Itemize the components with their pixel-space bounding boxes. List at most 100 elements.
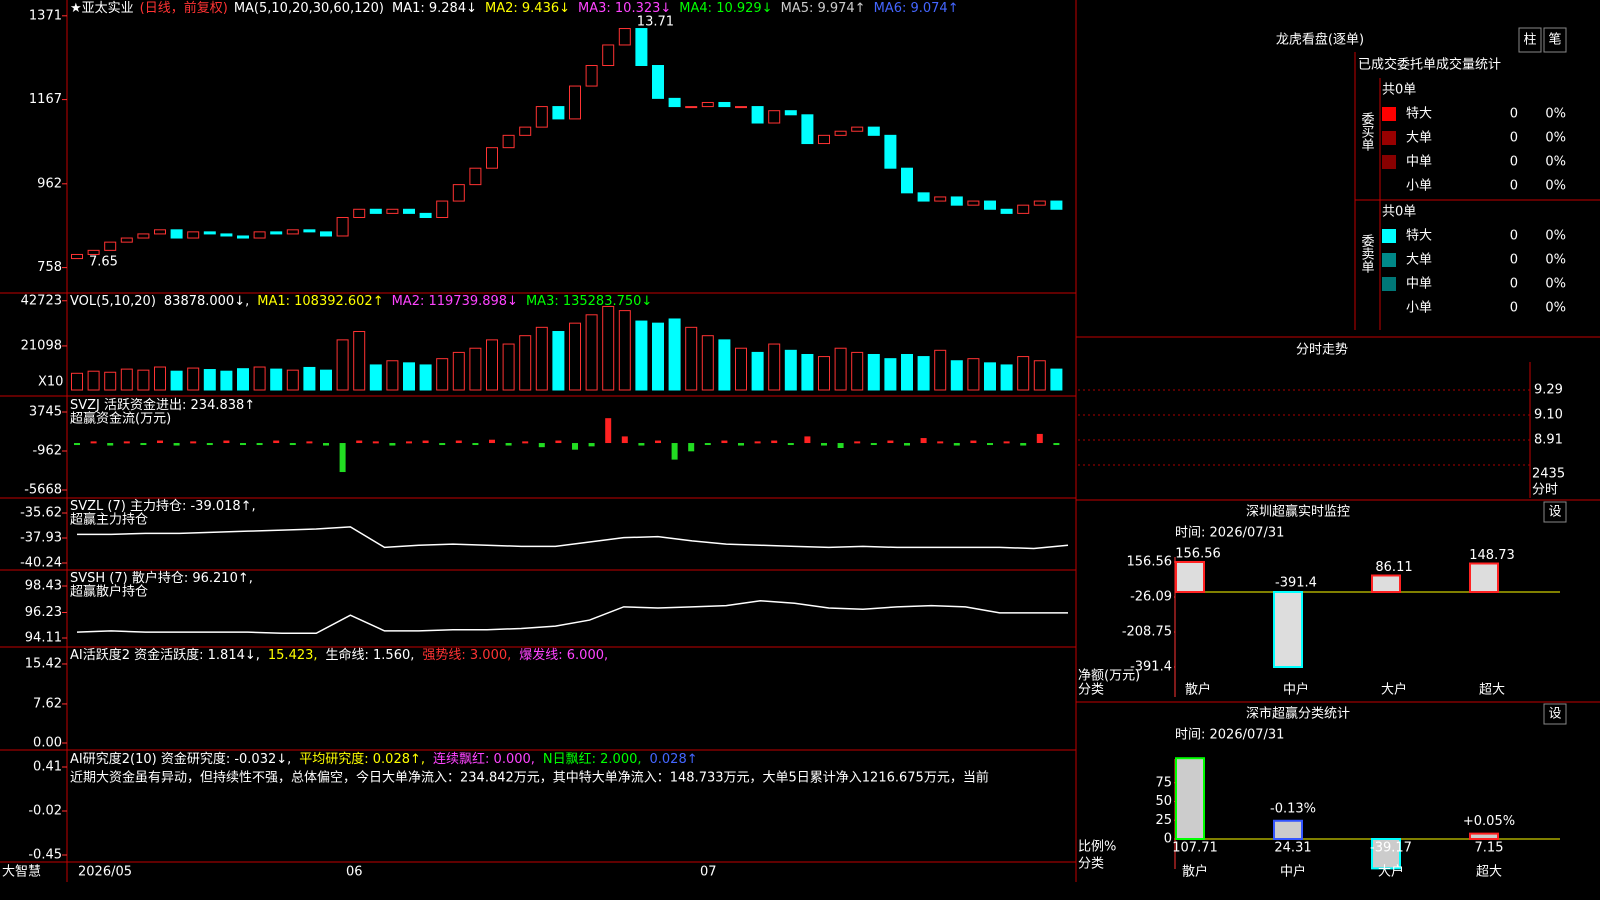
y-tick-label: 25 bbox=[1155, 813, 1172, 828]
value-label: 107.71 bbox=[1172, 841, 1218, 856]
flow-bar bbox=[1053, 443, 1060, 446]
y-tick-label: -37.93 bbox=[20, 531, 62, 546]
candle bbox=[452, 184, 465, 202]
y-tick-label: -5668 bbox=[24, 483, 62, 498]
flow-bar bbox=[920, 438, 927, 444]
candle bbox=[469, 167, 482, 186]
flow-bar bbox=[804, 436, 811, 444]
volume-bar bbox=[801, 353, 814, 391]
y-tick-label: 962 bbox=[37, 176, 62, 191]
flow-bar bbox=[738, 443, 744, 446]
flow-bar bbox=[655, 440, 661, 444]
volume-bar bbox=[386, 360, 399, 391]
volume-bar bbox=[668, 318, 681, 391]
indicator-header: VOL(5,10,20) 83878.000↓, MA1: 108392.602↑ M… bbox=[70, 294, 652, 309]
volume-bar bbox=[901, 353, 913, 391]
y-tick-label: -35.62 bbox=[20, 506, 62, 521]
time-label: 时间: 2026/07/31 bbox=[1175, 526, 1284, 541]
flow-bar bbox=[704, 443, 711, 446]
volume-bar bbox=[652, 322, 664, 391]
volume-bar bbox=[170, 370, 183, 391]
row-name: 中单 bbox=[1406, 277, 1432, 292]
candle bbox=[602, 44, 615, 67]
date-label: 2026/05 bbox=[78, 865, 132, 880]
flow-bar bbox=[107, 443, 114, 446]
button[interactable] bbox=[1543, 703, 1567, 725]
volume-bar bbox=[436, 358, 449, 391]
candle bbox=[154, 229, 166, 235]
button[interactable] bbox=[1518, 27, 1542, 53]
mode-label: 分时 bbox=[1532, 483, 1558, 498]
candle bbox=[635, 28, 648, 67]
flow-bar bbox=[406, 441, 412, 444]
indicator-item: 0.028↑ bbox=[650, 752, 698, 767]
row-pct: 0% bbox=[1545, 253, 1566, 268]
flow-bar bbox=[721, 440, 728, 444]
color-box bbox=[1382, 301, 1396, 315]
row-pct: 0% bbox=[1545, 107, 1566, 122]
ma-item: MA2: 9.436↓ bbox=[485, 1, 570, 16]
category-label: 大户 bbox=[1378, 864, 1404, 880]
color-box bbox=[1382, 229, 1396, 243]
flow-bar bbox=[904, 443, 910, 446]
color-box bbox=[1382, 131, 1396, 145]
flow-bar bbox=[1020, 443, 1027, 446]
candle bbox=[552, 106, 565, 120]
price-label: 8.91 bbox=[1534, 433, 1563, 448]
volume-bar bbox=[137, 369, 150, 391]
group-label: 委买单 bbox=[1359, 112, 1375, 151]
annotation: +0.05% bbox=[1463, 814, 1515, 829]
flow-bar bbox=[638, 443, 645, 446]
volume-bar bbox=[270, 368, 283, 391]
flow-bar bbox=[256, 443, 263, 446]
candle bbox=[934, 196, 947, 202]
panel-subtitle: 已成交委托单成交量统计 bbox=[1358, 57, 1501, 73]
color-box bbox=[1382, 179, 1396, 193]
row-pct: 0% bbox=[1545, 229, 1566, 244]
indicator-item: AI活跃度2 资金活跃度: 1.814↓, bbox=[70, 647, 260, 663]
panel-title: 深市超赢分类统计 bbox=[1246, 706, 1350, 722]
volume-bar bbox=[585, 314, 598, 391]
candle bbox=[170, 229, 183, 239]
volume-bar bbox=[203, 369, 216, 391]
net-bar bbox=[1371, 574, 1401, 594]
indicator-item: N日飘红: 2.000, bbox=[543, 751, 642, 767]
y-tick-label: 7.62 bbox=[33, 696, 62, 711]
volume-bar bbox=[320, 369, 332, 391]
indicator-header: SVSH (7) 散户持仓: 96.210↑, bbox=[70, 570, 253, 586]
header-item: ★亚太实业 bbox=[70, 1, 134, 16]
value-label: 7.15 bbox=[1475, 841, 1504, 856]
volume-label: 2435 bbox=[1532, 467, 1565, 482]
row-qty: 0 bbox=[1510, 131, 1518, 146]
button[interactable] bbox=[1543, 501, 1567, 523]
row-name: 中单 bbox=[1406, 155, 1432, 170]
flow-bar bbox=[970, 440, 977, 444]
indicator-item: VOL(5,10,20) bbox=[70, 294, 156, 309]
indicator-item: 连续飘红: 0.000, bbox=[433, 751, 535, 767]
annotation: -0.13% bbox=[1270, 801, 1316, 816]
candle bbox=[834, 130, 847, 136]
candle bbox=[486, 147, 498, 169]
row-name: 特大 bbox=[1406, 229, 1432, 244]
flow-bar bbox=[505, 443, 512, 446]
row-qty: 0 bbox=[1510, 155, 1518, 170]
candle bbox=[1050, 200, 1063, 210]
y-tick-label: -26.09 bbox=[1130, 589, 1172, 604]
y-tick-label: 96.23 bbox=[25, 605, 62, 620]
scale-label: X10 bbox=[38, 375, 63, 390]
volume-bar bbox=[237, 368, 249, 391]
group-label: 委卖单 bbox=[1359, 234, 1375, 273]
indicator-item: MA1: 108392.602↑ bbox=[257, 294, 383, 309]
y-tick-label: -0.02 bbox=[28, 804, 62, 819]
candle bbox=[436, 200, 449, 218]
row-pct: 0% bbox=[1545, 301, 1566, 316]
button[interactable] bbox=[1543, 27, 1567, 53]
y-tick-label: -962 bbox=[32, 444, 62, 459]
candle bbox=[718, 101, 731, 108]
volume-bar bbox=[403, 362, 415, 391]
volume-bar bbox=[701, 335, 714, 391]
axis-title: 分类 bbox=[1078, 857, 1104, 872]
candle bbox=[585, 65, 598, 87]
ratio-bar bbox=[1175, 757, 1205, 841]
flow-bar bbox=[74, 443, 80, 446]
